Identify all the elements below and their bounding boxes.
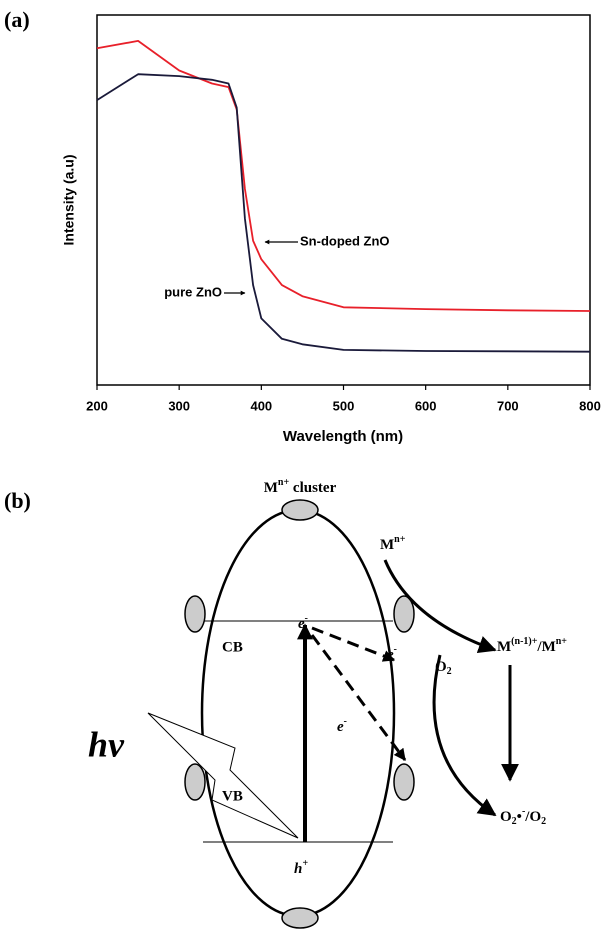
text: /O (524, 809, 541, 825)
text: M (264, 480, 278, 496)
vb-label: VB (222, 788, 243, 804)
cluster (184, 595, 206, 633)
series-label: Sn-doped ZnO (300, 233, 390, 248)
hole-label: h+ (294, 858, 308, 877)
text: n+ (556, 636, 568, 647)
text: - (344, 716, 347, 727)
x-tick-label: 400 (250, 398, 272, 413)
text: O (435, 659, 447, 675)
text: 2 (541, 816, 546, 827)
text: h (294, 861, 302, 877)
oxygen-arrow (432, 654, 497, 817)
x-tick-label: 300 (168, 398, 190, 413)
text: 2 (512, 816, 517, 827)
electron-label: e- (298, 613, 308, 632)
electron-transfer (311, 626, 396, 662)
cluster (393, 763, 415, 801)
cluster (393, 595, 415, 633)
oxygen-label: O2 (435, 659, 452, 677)
y-axis-label: Intensity (a.u) (61, 154, 77, 245)
series-line (96, 73, 591, 353)
x-tick-label: 500 (333, 398, 355, 413)
text: - (522, 806, 525, 817)
text: e (387, 647, 394, 663)
text: - (394, 644, 397, 655)
text: (n-1)+ (511, 636, 538, 647)
series-line (96, 40, 591, 312)
cluster (281, 499, 319, 521)
electron-label: e- (387, 644, 397, 663)
text: n+ (278, 477, 290, 488)
cb-label: CB (222, 639, 243, 655)
panel-label: (a) (4, 7, 30, 32)
text: 2 (447, 666, 452, 677)
text: e (298, 616, 305, 632)
reduced-label: M(n-1)+/Mn+ (497, 636, 567, 655)
cluster (281, 907, 319, 929)
text: - (305, 613, 308, 624)
text: • (517, 809, 522, 825)
panel-label: (b) (4, 488, 31, 513)
x-axis-label: Wavelength (nm) (283, 428, 403, 445)
light-bolt (147, 712, 299, 839)
particle (200, 508, 396, 918)
text: cluster (289, 480, 336, 496)
photon-label: hν (88, 724, 125, 764)
superoxide-label: O2•-/O2 (500, 806, 546, 827)
text: e (337, 719, 344, 735)
text: /M (536, 639, 555, 655)
diagram (147, 499, 519, 929)
text: O (500, 809, 512, 825)
reduction-arrow (383, 559, 497, 654)
x-tick-label: 200 (86, 398, 108, 413)
plot-frame (96, 14, 591, 386)
chart: Wavelength (nm) Intensity (a.u) 200 300 40… (61, 14, 601, 445)
text: M (497, 639, 511, 655)
text: M (380, 537, 394, 553)
text: + (302, 858, 308, 869)
text: n+ (394, 534, 406, 545)
x-tick-label: 700 (497, 398, 519, 413)
electron-transfer (310, 634, 407, 761)
series-label: pure ZnO (164, 284, 222, 299)
electron-label: e- (337, 716, 347, 735)
x-tick-label: 600 (415, 398, 437, 413)
x-tick-label: 800 (579, 398, 601, 413)
ion-label: Mn+ (380, 534, 406, 553)
cluster-label: Mn+ cluster (264, 477, 337, 496)
cluster (184, 763, 206, 801)
